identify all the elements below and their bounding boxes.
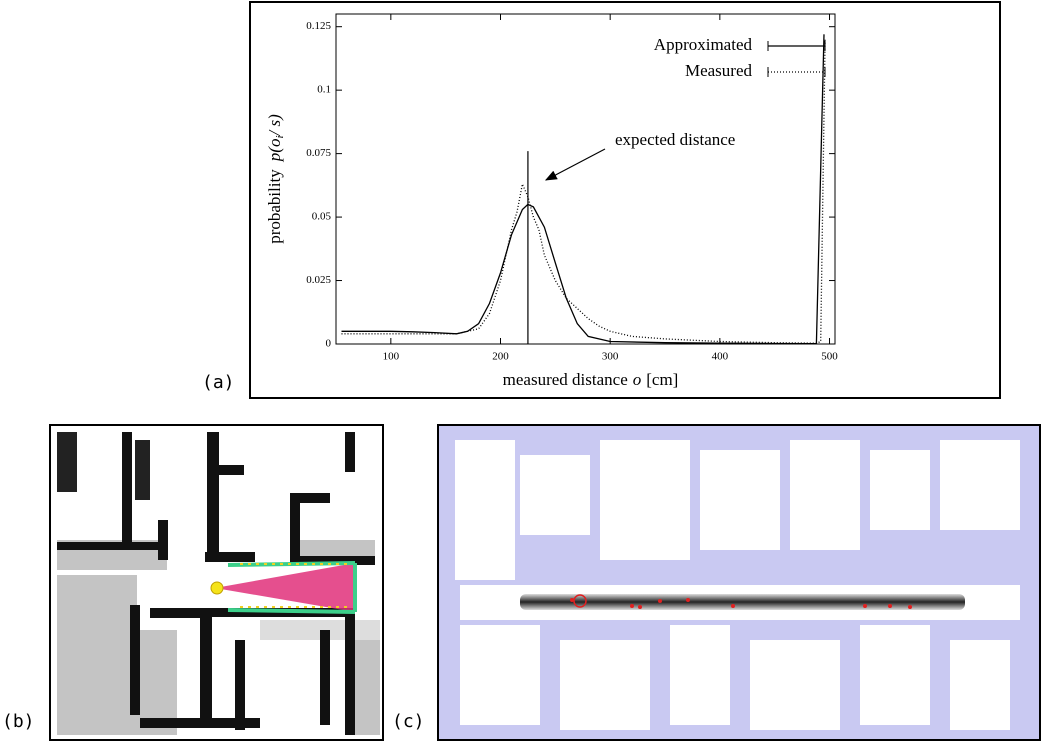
y-tick-label: 0 (326, 338, 332, 350)
y-axis-label-part: / s) (265, 114, 284, 137)
x-tick-label: 200 (492, 351, 509, 363)
y-tick-label: 0.025 (306, 274, 331, 286)
y-axis-label-part: probability (265, 169, 284, 244)
x-tick-label: 100 (383, 351, 400, 363)
legend-label: Approximated (654, 35, 753, 54)
y-tick-label: 0.05 (312, 211, 332, 223)
y-tick-label: 0.075 (306, 147, 331, 159)
panel-frame (249, 1, 1001, 399)
x-tick-label: 400 (712, 351, 729, 363)
x-tick-label: 300 (602, 351, 619, 363)
series-line (341, 34, 825, 345)
x-axis-label-part: [cm] (646, 370, 678, 389)
x-axis-label: measured distance o [cm] (503, 370, 679, 389)
x-tick-label: 500 (821, 351, 838, 363)
plot-frame (335, 13, 836, 345)
y-axis-label-part: i (274, 135, 286, 138)
legend-label: Measured (685, 61, 753, 80)
y-tick-label: 0.125 (306, 20, 331, 32)
x-axis-label-part: o (633, 370, 642, 389)
y-axis-label-part: p(o (265, 139, 284, 163)
likelihood-map (437, 424, 1041, 741)
y-axis-label: probability p(oi/ s) (265, 114, 286, 244)
panel-label: (a) (202, 372, 235, 393)
x-axis-label-part: measured distance (503, 370, 628, 389)
y-tick-label: 0.1 (317, 84, 331, 96)
series-line (341, 39, 826, 344)
annotation-arrow (544, 148, 606, 181)
annotation: expected distance (615, 130, 735, 149)
occupancy-map (49, 424, 384, 741)
panel-label: (c) (392, 711, 425, 732)
panel-label: (b) (2, 711, 35, 732)
